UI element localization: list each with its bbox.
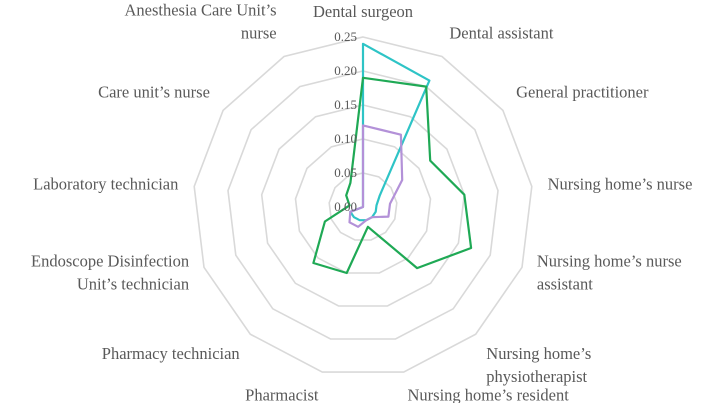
category-label: Endoscope Disinfection Unit’s technician xyxy=(31,252,189,294)
tick-label: 0.10 xyxy=(334,131,357,146)
category-label: Dental surgeon xyxy=(313,2,413,21)
category-label: Pharmacist xyxy=(245,386,319,403)
tick-label: 0.15 xyxy=(334,97,357,112)
grid-ring xyxy=(227,70,499,340)
series-line-2 xyxy=(348,124,404,228)
grid-ring xyxy=(260,104,466,307)
category-label: Care unit’s nurse xyxy=(98,82,210,101)
category-label: Pharmacy technician xyxy=(102,344,240,363)
grid-ring xyxy=(294,138,432,274)
category-label: General practitioner xyxy=(516,82,649,101)
tick-label: 0.05 xyxy=(334,165,357,180)
tick-label: 0.00 xyxy=(334,199,357,214)
series-layer xyxy=(312,42,473,275)
tick-label: 0.25 xyxy=(334,29,357,44)
tick-labels: 0.00 0.05 0.10 0.15 0.20 0.25 xyxy=(334,29,357,214)
grid-ring xyxy=(193,36,533,373)
category-label: Nursing home’s nurse xyxy=(548,175,693,194)
category-label: Dental assistant xyxy=(449,23,553,42)
category-labels: Dental surgeon Dental assistant General pr… xyxy=(31,0,692,403)
radar-grid xyxy=(193,36,533,373)
category-label: Laboratory technician xyxy=(33,175,178,194)
category-label: Nursing home’s nurse assistant xyxy=(537,252,682,294)
series-line-3 xyxy=(312,76,473,275)
tick-label: 0.20 xyxy=(334,63,357,78)
category-label: Nursing home’s resident xyxy=(408,386,570,403)
category-label: Anesthesia Care Unit’s nurse xyxy=(124,0,276,42)
category-label: Nursing home’s physiotherapist xyxy=(486,344,591,386)
